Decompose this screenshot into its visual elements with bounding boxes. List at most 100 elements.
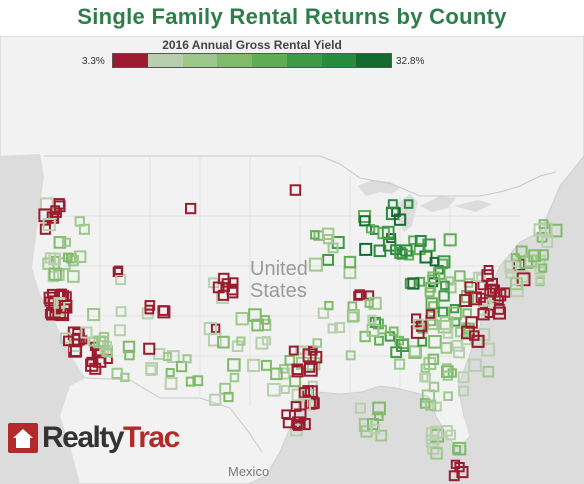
county-marker[interactable] [427,353,440,366]
county-marker[interactable] [63,252,73,263]
county-marker[interactable] [345,350,356,361]
county-marker[interactable] [366,323,380,337]
county-marker[interactable] [448,470,460,482]
county-marker[interactable] [440,342,453,354]
county-marker[interactable] [368,296,382,310]
county-marker[interactable] [484,283,497,297]
county-marker[interactable] [537,249,549,261]
county-marker[interactable] [182,354,192,364]
county-marker[interactable] [47,295,57,305]
county-marker[interactable] [78,335,88,345]
county-marker[interactable] [164,377,178,390]
county-marker[interactable] [443,391,453,401]
county-marker[interactable] [373,244,387,258]
county-marker[interactable] [267,382,281,397]
county-marker[interactable] [443,233,457,247]
county-marker[interactable] [445,429,457,441]
county-marker[interactable] [493,306,506,320]
county-marker[interactable] [468,291,483,306]
county-marker[interactable] [477,308,490,321]
county-marker[interactable] [365,224,376,234]
county-marker[interactable] [42,218,56,232]
county-marker[interactable] [73,250,87,263]
county-marker[interactable] [223,391,234,403]
county-marker[interactable] [458,385,470,397]
county-marker[interactable] [278,367,291,380]
county-marker[interactable] [367,314,377,324]
county-marker[interactable] [431,401,442,412]
county-marker[interactable] [185,376,196,387]
county-marker[interactable] [424,287,435,298]
county-marker[interactable] [414,235,427,247]
county-marker[interactable] [407,277,420,290]
county-marker[interactable] [115,306,127,317]
county-marker[interactable] [48,252,62,266]
county-marker[interactable] [509,277,523,291]
county-marker[interactable] [192,375,204,387]
county-marker[interactable] [143,342,156,355]
county-marker[interactable] [88,336,99,347]
county-marker[interactable] [212,281,225,294]
county-marker[interactable] [209,393,222,406]
county-marker[interactable] [87,308,101,322]
county-marker[interactable] [425,434,439,448]
county-marker[interactable] [442,363,452,373]
county-marker[interactable] [374,411,384,421]
county-marker[interactable] [459,294,473,308]
county-marker[interactable] [89,362,102,375]
county-marker[interactable] [441,365,454,378]
county-marker[interactable] [422,238,436,252]
county-marker[interactable] [86,356,97,367]
county-marker[interactable] [481,342,496,357]
county-marker[interactable] [288,345,299,356]
county-marker[interactable] [471,334,485,348]
county-marker[interactable] [53,236,67,249]
county-marker[interactable] [394,246,407,259]
county-marker[interactable] [388,326,399,337]
county-marker[interactable] [235,312,249,326]
county-marker[interactable] [410,325,425,339]
county-marker[interactable] [303,361,316,373]
county-marker[interactable] [403,199,414,209]
county-marker[interactable] [67,270,80,283]
county-marker[interactable] [400,244,413,257]
county-marker[interactable] [428,381,440,393]
county-marker[interactable] [430,447,443,460]
county-marker[interactable] [354,402,366,414]
county-marker[interactable] [280,384,290,394]
county-marker[interactable] [145,362,158,376]
county-marker[interactable] [425,297,438,310]
county-marker[interactable] [58,300,73,314]
county-marker[interactable] [461,290,475,304]
county-marker[interactable] [398,338,410,350]
county-marker[interactable] [415,276,426,287]
county-marker[interactable] [203,322,217,336]
county-marker[interactable] [457,371,470,384]
county-marker[interactable] [115,274,127,286]
county-marker[interactable] [451,339,464,352]
county-marker[interactable] [144,304,155,315]
county-marker[interactable] [541,236,554,248]
county-marker[interactable] [226,283,239,296]
county-marker[interactable] [448,306,462,321]
county-marker[interactable] [247,358,261,372]
county-marker[interactable] [48,267,62,281]
county-marker[interactable] [438,290,450,302]
county-marker[interactable] [322,227,335,241]
county-marker[interactable] [282,418,294,429]
county-marker[interactable] [453,346,466,359]
county-marker[interactable] [324,300,334,311]
county-marker[interactable] [293,421,303,431]
county-marker[interactable] [38,208,53,223]
county-marker[interactable] [425,427,440,441]
county-marker[interactable] [124,349,135,361]
county-marker[interactable] [445,282,457,294]
county-marker[interactable] [367,418,379,430]
county-marker[interactable] [390,346,403,359]
county-marker[interactable] [44,309,55,319]
county-marker[interactable] [217,335,230,349]
county-marker[interactable] [538,263,548,273]
county-marker[interactable] [251,318,265,332]
county-marker[interactable] [229,372,240,383]
county-marker[interactable] [440,280,450,291]
